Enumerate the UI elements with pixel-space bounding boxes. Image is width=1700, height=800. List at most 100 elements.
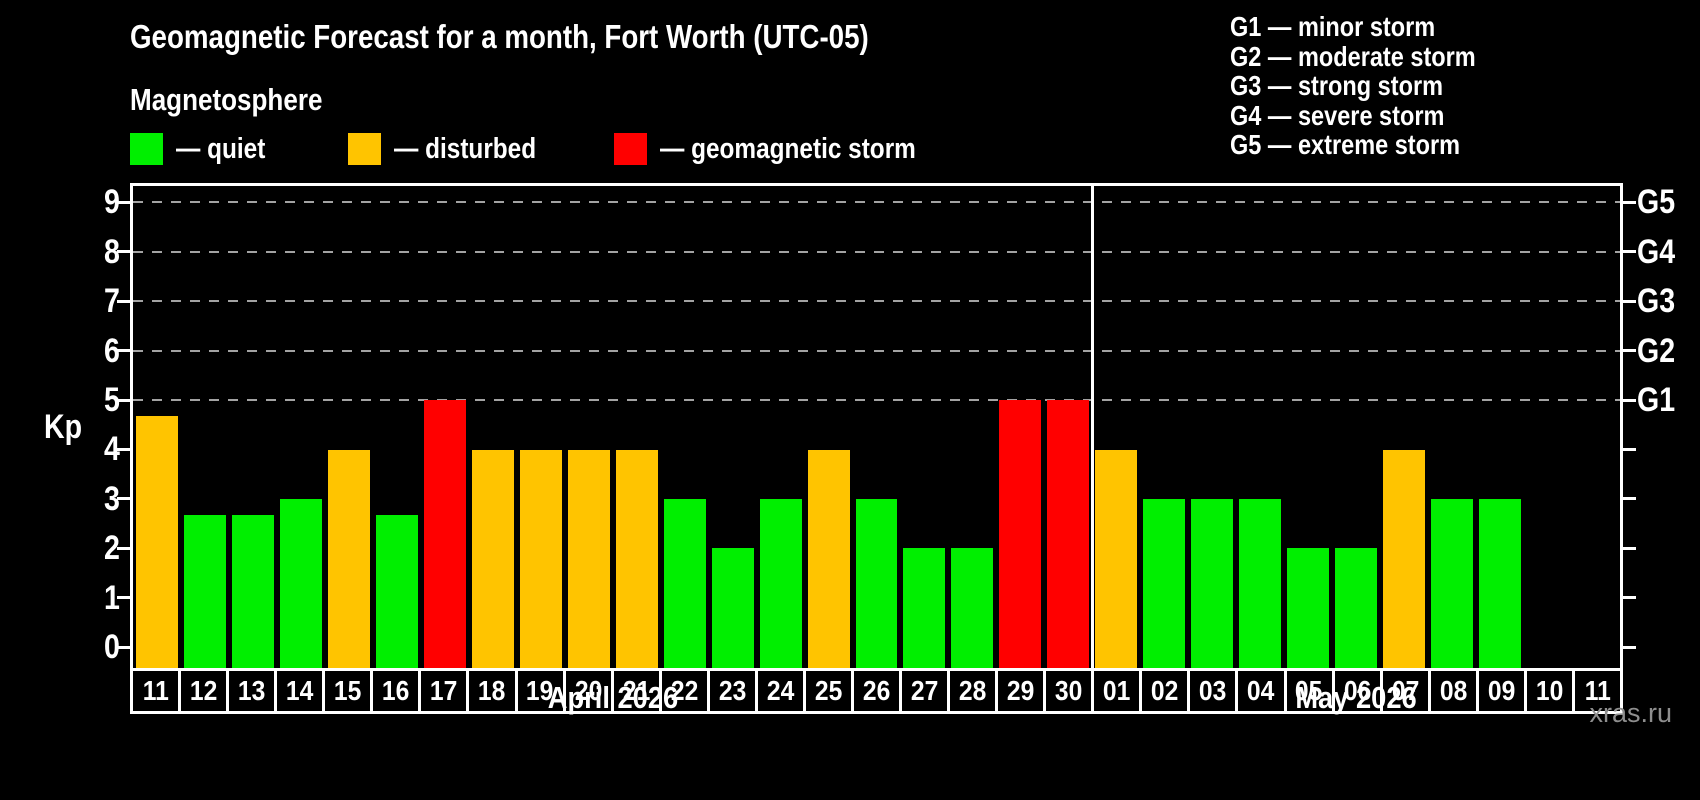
kp-bar-april-24 [759,498,802,668]
kp-bar-april-27 [903,548,946,668]
y-tick-label-9: 9 [60,182,120,222]
y-axis-title: Kp [44,408,83,446]
day-label: 27 [902,671,948,711]
y-tick-text: 8 [104,232,120,271]
gridline-kp-8 [133,250,1620,253]
g-scale-legend: G1 — minor storm G2 — moderate storm G3 — … [1230,12,1523,160]
y-tick-label-2: 2 [60,528,120,568]
day-label-text: 16 [382,675,410,706]
y-tick-label-8: 8 [60,232,120,272]
day-label-text: 29 [1006,675,1035,706]
kp-bar-april-22 [663,498,706,668]
kp-bar-april-30 [1047,400,1090,668]
disturbed-swatch-icon [348,133,381,165]
y-tick-text: 9 [104,183,120,222]
day-label-text: 28 [958,675,987,706]
day-label-text: 25 [814,675,843,706]
kp-bar-may-01 [1095,449,1138,668]
legend-item-quiet: — quiet [130,132,282,166]
day-label: 05 [1286,671,1332,711]
kp-bar-april-29 [999,400,1042,668]
left-tick-9 [117,200,130,204]
day-label: 25 [805,671,851,711]
left-tick-2 [117,546,130,550]
y-tick-text: 0 [104,628,120,667]
g-legend-text: G4 — severe storm [1230,99,1445,131]
left-tick-1 [117,596,130,600]
gridline-kp-5 [133,399,1620,402]
kp-bar-may-07 [1383,449,1426,668]
g-legend-text: G5 — extreme storm [1230,129,1461,160]
kp-bar-april-21 [615,449,658,668]
magnetosphere-label: Magnetosphere [130,82,323,117]
y-tick-text: 2 [104,529,120,568]
day-label: 13 [229,671,275,711]
watermark: xras.ru [1589,698,1672,728]
day-label: 26 [853,671,899,711]
kp-bar-may-04 [1239,498,1282,668]
kp-bar-may-09 [1479,498,1522,668]
day-label: 03 [1190,671,1236,711]
g-axis-text: G2 [1637,331,1676,370]
left-tick-8 [117,250,130,254]
right-tick-6 [1623,349,1636,353]
legend-label-quiet: — quiet [176,133,282,166]
kp-bar-april-19 [519,449,562,668]
day-label: 04 [1238,671,1284,711]
g-legend-line-3: G3 — strong storm [1230,71,1523,101]
day-label: 14 [277,671,323,711]
page-title-text: Geomagnetic Forecast for a month, Fort W… [130,18,869,55]
gridline-kp-6 [133,349,1620,352]
day-label-text: 19 [526,675,554,706]
kp-bar-may-05 [1287,548,1330,668]
y-tick-label-0: 0 [60,627,120,667]
kp-bar-april-12 [183,515,226,668]
day-label: 24 [757,671,803,711]
day-label: 10 [1526,671,1572,711]
g-axis-text: G4 [1637,232,1676,271]
left-tick-0 [117,645,130,649]
right-tick-3 [1623,497,1636,501]
legend-label-storm: — geomagnetic storm [660,133,965,166]
kp-bar-may-03 [1191,498,1234,668]
legend-item-storm: — geomagnetic storm [614,132,965,166]
kp-bar-april-20 [567,449,610,668]
day-label: 28 [950,671,996,711]
day-label-text: 09 [1487,675,1515,706]
legend-label-text: — disturbed [394,132,537,165]
day-label: 18 [469,671,515,711]
y-tick-label-5: 5 [60,380,120,420]
month-label-1: May 2026 [1287,680,1425,716]
g-axis-label-G2: G2 [1637,331,1682,371]
y-tick-text: 4 [104,430,120,469]
day-label: 11 [1574,671,1620,711]
kp-bar-april-14 [279,498,322,668]
day-label: 08 [1430,671,1476,711]
kp-bar-april-13 [231,515,274,668]
day-axis-row: 11 12 13 14 15 16 17 18 19 20 21 22 23 24 25 26 27 28 29 30… [130,668,1623,714]
day-label-text: 11 [1584,675,1611,706]
day-label: 06 [1334,671,1380,711]
g-axis-label-G4: G4 [1637,232,1682,272]
day-label-text: 10 [1535,675,1564,706]
kp-bar-april-26 [855,498,898,668]
storm-swatch-icon [614,133,647,165]
g-legend-line-2: G2 — moderate storm [1230,41,1523,72]
left-tick-6 [117,349,130,353]
kp-bar-april-15 [327,449,370,668]
day-label-text: 23 [718,675,746,706]
day-label-text: 05 [1295,675,1323,706]
legend-item-disturbed: — disturbed [348,132,563,166]
legend-label-disturbed: — disturbed [394,133,563,166]
y-tick-text: 5 [104,381,120,420]
plot-area: 0 1 2 3 4 5 6 7 8 9 G1 G2 G3 G4 G5 [104,183,1675,668]
day-label: 01 [1094,671,1140,711]
legend-label-text: — quiet [176,132,266,165]
kp-bar-april-28 [951,548,994,668]
kp-bar-may-02 [1143,498,1186,668]
kp-bar-april-23 [711,548,754,668]
g-axis-text: G3 [1637,282,1676,321]
y-tick-text: 7 [104,282,120,321]
month-label-text: May 2026 [1295,680,1417,715]
